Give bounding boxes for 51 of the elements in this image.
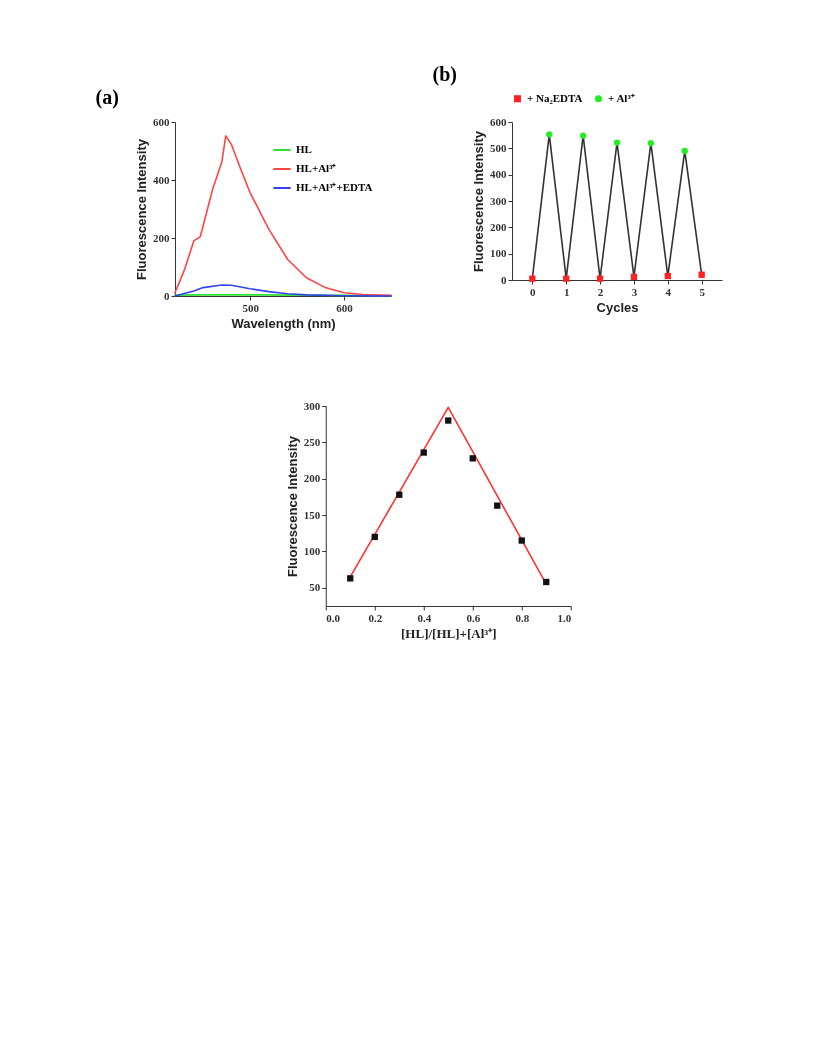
x-tick-label: 0.8 [515, 611, 530, 624]
point [546, 131, 553, 138]
point [630, 273, 638, 280]
y-tick-label: 200 [153, 231, 170, 244]
y-tick-label: 400 [153, 173, 170, 186]
chart-title: (a) [95, 86, 119, 109]
x-tick-label: 0 [530, 285, 537, 298]
x-tick-label: 3 [631, 285, 638, 298]
y-axis-title: Fluorescence Intensity [284, 435, 300, 577]
y-tick-label: 150 [303, 508, 321, 521]
x-tick-label: 0.0 [326, 611, 341, 624]
y-tick-label: 500 [490, 141, 507, 154]
y-tick-label: 600 [153, 115, 170, 128]
legend-label: + Al³⁺ [608, 91, 635, 104]
point [613, 139, 621, 146]
y-tick-label: 50 [309, 581, 321, 594]
chart-title: (b) [432, 63, 457, 86]
y-tick-label: 300 [303, 399, 321, 412]
y-tick-label: 100 [490, 247, 507, 260]
y-tick-label: 600 [490, 115, 507, 128]
legend-label: HL [296, 143, 312, 155]
point [681, 147, 688, 155]
y-axis-title: Fluorescence Intensity [134, 138, 149, 280]
x-tick-label: 1.0 [557, 611, 572, 624]
y-tick-label: 400 [490, 168, 507, 181]
legend-label: + Na₂EDTA [527, 91, 583, 104]
y-tick-label: 200 [303, 472, 321, 485]
x-tick-label: 0.2 [368, 611, 383, 624]
x-tick-label: 0.4 [417, 611, 432, 624]
point [647, 139, 655, 147]
x-axis-title: Cycles [596, 299, 639, 315]
y-axis-title: Fluorescence Intensity [471, 130, 486, 272]
y-tick-label: 300 [490, 194, 507, 207]
x-tick-label: 0.6 [466, 611, 481, 624]
x-tick-label: 5 [699, 285, 706, 298]
y-tick-label: 0 [501, 273, 507, 286]
point [596, 275, 604, 282]
y-tick-label: 250 [303, 435, 321, 448]
y-tick-label: 200 [490, 220, 507, 233]
legend-label: HL+Al³⁺ [296, 162, 337, 174]
point [563, 275, 570, 282]
point [579, 132, 587, 139]
x-tick-label: 4 [665, 285, 672, 298]
x-tick-label: 2 [597, 285, 604, 298]
x-tick-label: 1 [563, 285, 570, 298]
legend-label: HL+Al³⁺+EDTA [296, 181, 373, 193]
y-tick-label: 100 [303, 544, 321, 557]
x-axis-title: [HL]/[HL]+[Al³⁺] [401, 625, 497, 641]
point [698, 271, 705, 278]
x-axis-title: Wavelength (nm) [231, 315, 336, 331]
point [664, 272, 671, 280]
